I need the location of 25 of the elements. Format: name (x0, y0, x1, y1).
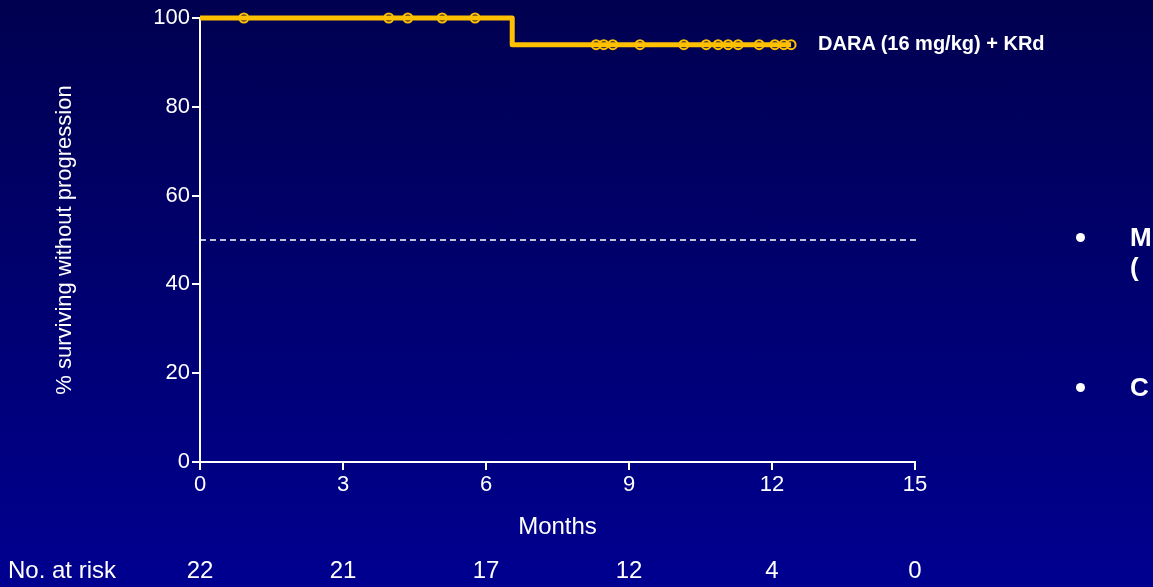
x-tick-label: 0 (193, 471, 207, 497)
y-tick-label: 40 (165, 270, 190, 296)
y-tick-label: 100 (153, 4, 190, 30)
x-tick-label: 9 (622, 471, 636, 497)
x-tick-label: 15 (902, 471, 928, 497)
series-label: DARA (16 mg/kg) + KRd (818, 32, 1045, 55)
x-tick-label: 6 (479, 471, 493, 497)
y-tick-label: 80 (165, 92, 190, 118)
y-tick-label: 0 (177, 448, 190, 474)
text: 12 (615, 555, 643, 583)
x-axis-title: Months (518, 511, 597, 539)
text: 17 (472, 555, 500, 583)
y-tick-label: 60 (165, 181, 190, 207)
text: 22 (186, 555, 214, 583)
text: 0 (908, 555, 922, 583)
text: M (1130, 222, 1152, 252)
x-tick-label: 12 (759, 471, 785, 497)
text: No. at risk (8, 555, 118, 583)
y-tick-label: 20 (165, 359, 190, 385)
text: C (1130, 372, 1149, 402)
x-tick-label: 3 (336, 471, 350, 497)
y-axis-title: % surviving without progression (51, 85, 77, 395)
text: ( (1130, 252, 1139, 282)
text: 4 (765, 555, 779, 583)
text: 21 (329, 555, 357, 583)
